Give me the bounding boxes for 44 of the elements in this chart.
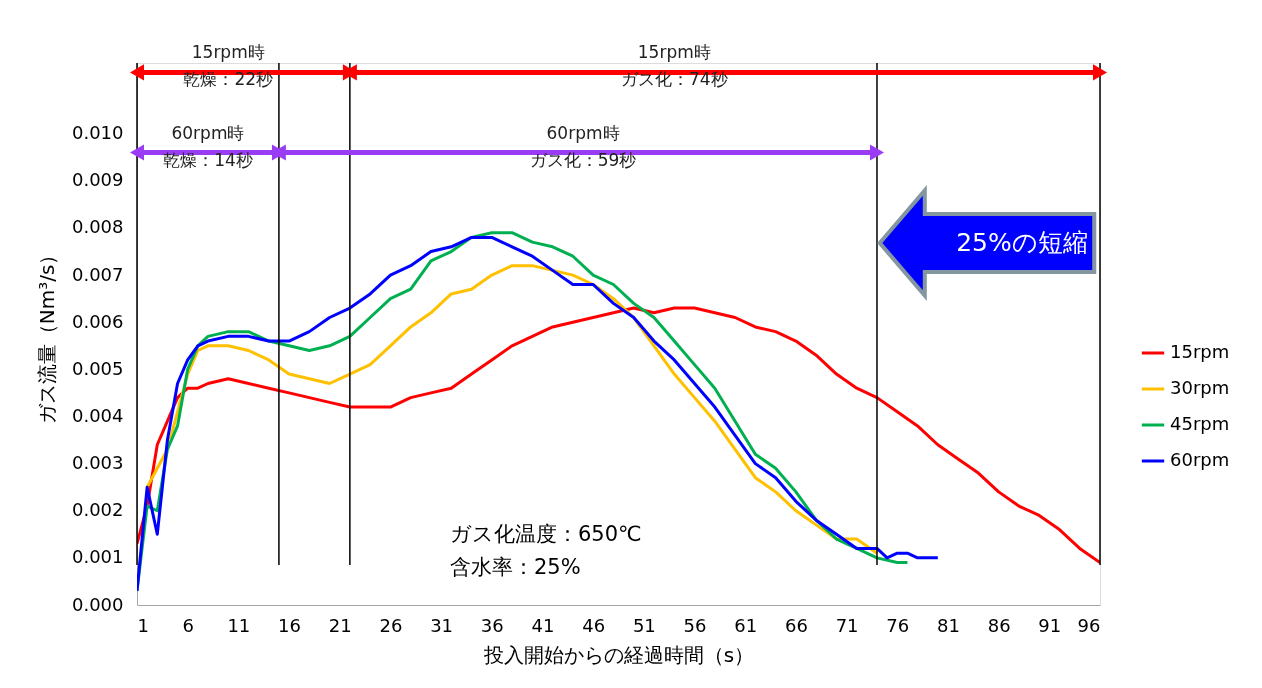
y-tick-label: 0.004 — [71, 404, 124, 426]
annotation: 60rpm時乾燥：14秒 — [163, 122, 253, 170]
y-tick-label: 0.010 — [71, 122, 124, 144]
annotation: ガス化温度：650℃ — [450, 522, 642, 546]
x-tick-label: 31 — [430, 614, 454, 636]
x-tick-label: 16 — [278, 614, 302, 636]
annotation: 60rpm時ガス化：59秒 — [529, 122, 637, 170]
x-axis-title: 投入開始からの経過時間（s） — [482, 642, 755, 667]
x-tick-label: 6 — [182, 614, 194, 636]
y-tick-label: 0.007 — [71, 263, 124, 285]
x-tick-label: 11 — [227, 614, 251, 636]
x-tick-label: 81 — [936, 614, 960, 636]
y-axis-title: ガス流量（Nm³/s） — [34, 244, 59, 425]
x-tick-label: 61 — [734, 614, 758, 636]
annotation: 含水率：25% — [450, 555, 581, 579]
x-tick-label: 41 — [531, 614, 555, 636]
x-tick-label: 46 — [582, 614, 606, 636]
x-tick-label: 56 — [683, 614, 707, 636]
x-tick-label: 26 — [379, 614, 403, 636]
y-tick-label: 0.001 — [71, 546, 124, 568]
legend-label: 45rpm — [1170, 413, 1230, 434]
x-tick-label: 36 — [480, 614, 504, 636]
y-tick-label: 0.009 — [71, 169, 124, 191]
x-tick-label: 76 — [886, 614, 910, 636]
x-tick-label: 86 — [987, 614, 1011, 636]
x-tick-label: 1 — [137, 614, 149, 636]
x-tick-label: 66 — [784, 614, 808, 636]
legend-label: 60rpm — [1170, 449, 1230, 470]
x-tick-label: 91 — [1038, 614, 1062, 636]
y-tick-label: 0.008 — [71, 216, 124, 238]
x-tick-label: 21 — [328, 614, 352, 636]
x-tick-label: 96 — [1077, 614, 1101, 636]
y-tick-label: 0.002 — [71, 499, 124, 521]
legend-label: 15rpm — [1170, 341, 1230, 362]
y-tick-label: 0.003 — [71, 452, 124, 474]
x-tick-label: 71 — [835, 614, 859, 636]
annotation: 25%の短縮 — [956, 228, 1088, 257]
annotation: 15rpm時乾燥：22秒 — [183, 42, 274, 90]
legend-label: 30rpm — [1170, 377, 1230, 398]
annotation: 15rpm時ガス化：74秒 — [620, 42, 728, 90]
y-tick-label: 0.006 — [71, 310, 124, 332]
y-tick-label: 0.005 — [71, 357, 124, 379]
y-tick-label: 0.000 — [71, 593, 124, 615]
x-tick-label: 51 — [632, 614, 656, 636]
